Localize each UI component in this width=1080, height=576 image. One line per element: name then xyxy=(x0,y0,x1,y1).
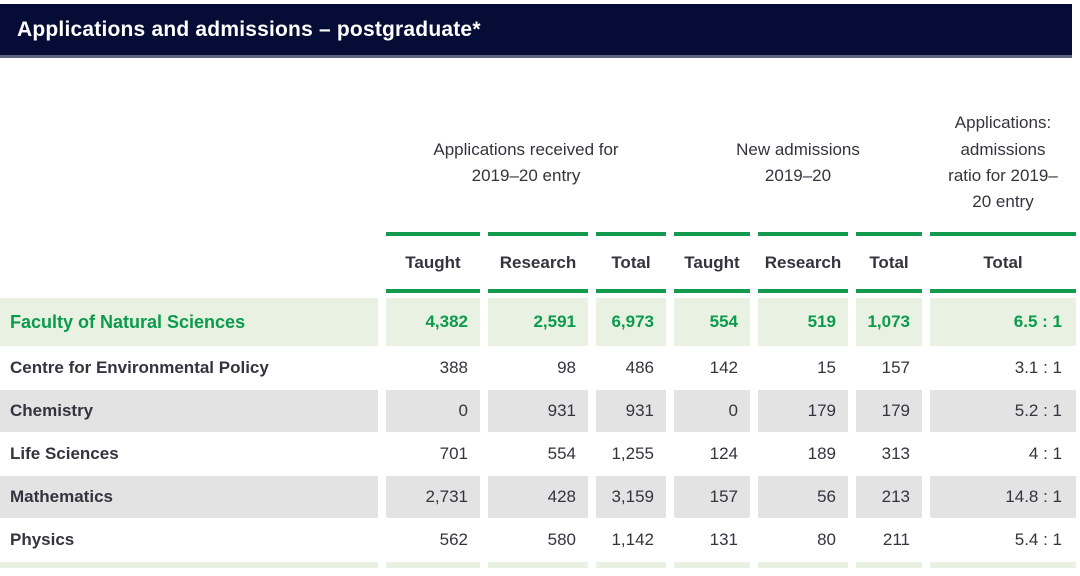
group-header-new-admissions: New admissions 2019–20 xyxy=(736,139,860,185)
value-cell: 4,382 xyxy=(386,298,480,346)
page-title: Applications and admissions – postgradua… xyxy=(17,17,481,41)
column-header-adm-taught: Taught xyxy=(684,252,740,272)
value-cell: 388 xyxy=(386,347,480,389)
value-cell: 580 xyxy=(488,519,588,561)
ratio-cell: 6.5 : 1 xyxy=(930,298,1076,346)
rule-segment xyxy=(758,232,848,236)
value-cell: 189 xyxy=(758,433,848,475)
rule-segment xyxy=(758,289,848,293)
rule-segment xyxy=(856,289,922,293)
value-cell: 131 xyxy=(674,519,750,561)
column-header-adm-research: Research xyxy=(764,252,842,272)
group-header-ratio: Applications: admissions ratio for 2019–… xyxy=(948,113,1058,212)
value-cell: 1,142 xyxy=(596,519,666,561)
value-cell: 98 xyxy=(488,347,588,389)
value-cell: 179 xyxy=(856,390,922,432)
column-header-row: Taught Research Total Taught Research To… xyxy=(0,236,1076,289)
rule-segment xyxy=(596,232,666,236)
table-row: Chemistry 0 931 931 0 179 179 5.2 : 1 xyxy=(0,390,1076,432)
title-bar: Applications and admissions – postgradua… xyxy=(0,4,1072,58)
value-cell: 3,159 xyxy=(596,476,666,518)
rule-segment xyxy=(386,232,480,236)
rule-segment xyxy=(674,232,750,236)
partial-next-row xyxy=(0,562,1076,568)
rule-segment xyxy=(386,289,480,293)
value-cell: 519 xyxy=(758,298,848,346)
ratio-cell: 14.8 : 1 xyxy=(930,476,1076,518)
table-row: Life Sciences 701 554 1,255 124 189 313 4 : 1 xyxy=(0,433,1076,475)
value-cell: 56 xyxy=(758,476,848,518)
value-cell: 428 xyxy=(488,476,588,518)
column-header-apps-research: Research xyxy=(499,252,577,272)
rule-segment xyxy=(930,289,1076,293)
table-row: Centre for Environmental Policy 388 98 486 1… xyxy=(0,347,1076,389)
value-cell: 157 xyxy=(856,347,922,389)
column-header-apps-total: Total xyxy=(611,252,651,272)
rule-segment xyxy=(488,232,588,236)
column-header-adm-total: Total xyxy=(869,252,909,272)
value-cell: 0 xyxy=(386,390,480,432)
green-rule-top xyxy=(0,232,1076,236)
value-cell: 2,731 xyxy=(386,476,480,518)
value-cell: 142 xyxy=(674,347,750,389)
table-row: Faculty of Natural Sciences 4,382 2,591 6,9… xyxy=(0,298,1076,346)
table-row: Physics 562 580 1,142 131 80 211 5.4 : 1 xyxy=(0,519,1076,561)
row-label: Centre for Environmental Policy xyxy=(0,347,378,389)
row-label: Physics xyxy=(0,519,378,561)
ratio-cell: 5.2 : 1 xyxy=(930,390,1076,432)
value-cell: 931 xyxy=(596,390,666,432)
value-cell: 1,073 xyxy=(856,298,922,346)
ratio-cell: 5.4 : 1 xyxy=(930,519,1076,561)
column-group-header-row: Applications received for 2019–20 entry … xyxy=(0,94,1076,232)
value-cell: 554 xyxy=(488,433,588,475)
value-cell: 1,255 xyxy=(596,433,666,475)
table-row: Mathematics 2,731 428 3,159 157 56 213 14.8 : 1 xyxy=(0,476,1076,518)
value-cell: 313 xyxy=(856,433,922,475)
rule-segment xyxy=(930,232,1076,236)
rule-segment xyxy=(674,289,750,293)
row-label: Life Sciences xyxy=(0,433,378,475)
value-cell: 486 xyxy=(596,347,666,389)
value-cell: 15 xyxy=(758,347,848,389)
column-header-ratio-total: Total xyxy=(983,252,1023,272)
value-cell: 0 xyxy=(674,390,750,432)
row-label: Chemistry xyxy=(0,390,378,432)
green-rule-bottom xyxy=(0,289,1076,293)
rule-segment xyxy=(488,289,588,293)
value-cell: 213 xyxy=(856,476,922,518)
rule-segment xyxy=(596,289,666,293)
value-cell: 931 xyxy=(488,390,588,432)
value-cell: 562 xyxy=(386,519,480,561)
row-label: Faculty of Natural Sciences xyxy=(0,298,378,346)
value-cell: 179 xyxy=(758,390,848,432)
value-cell: 211 xyxy=(856,519,922,561)
row-label: Mathematics xyxy=(0,476,378,518)
value-cell: 124 xyxy=(674,433,750,475)
value-cell: 157 xyxy=(674,476,750,518)
rule-segment xyxy=(856,232,922,236)
group-header-applications-received: Applications received for 2019–20 entry xyxy=(433,139,619,185)
value-cell: 6,973 xyxy=(596,298,666,346)
value-cell: 554 xyxy=(674,298,750,346)
table-body: Faculty of Natural Sciences 4,382 2,591 6,9… xyxy=(0,298,1080,561)
value-cell: 701 xyxy=(386,433,480,475)
value-cell: 2,591 xyxy=(488,298,588,346)
ratio-cell: 4 : 1 xyxy=(930,433,1076,475)
value-cell: 80 xyxy=(758,519,848,561)
ratio-cell: 3.1 : 1 xyxy=(930,347,1076,389)
column-header-apps-taught: Taught xyxy=(405,252,461,272)
